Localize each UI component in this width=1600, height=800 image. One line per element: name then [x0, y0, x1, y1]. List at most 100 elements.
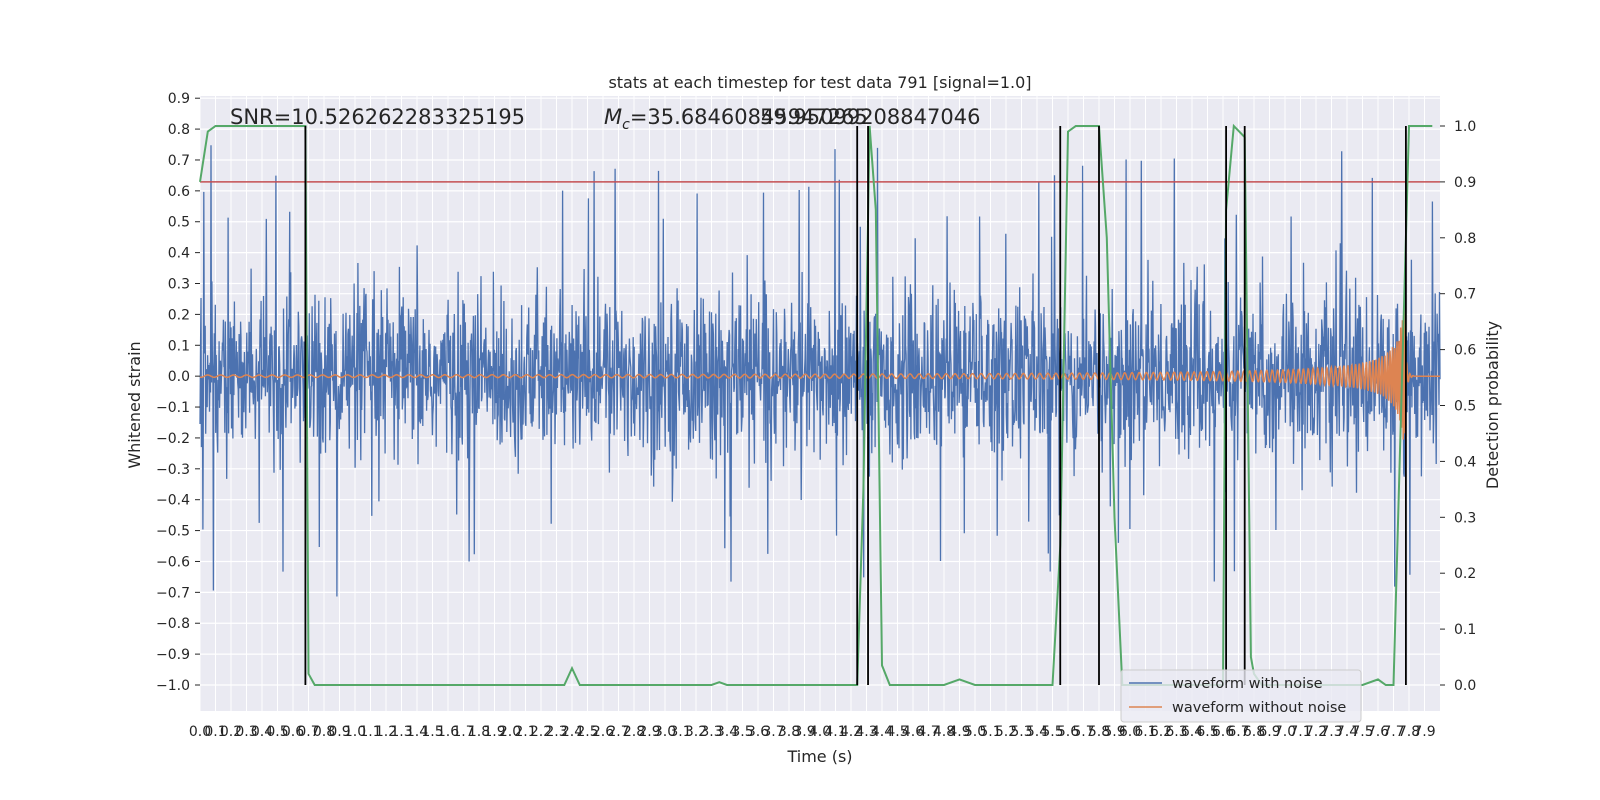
x-tick-label: 5.6: [1057, 724, 1079, 740]
x-tick-label: 5.4: [1026, 724, 1048, 740]
x-tick-label: 3.0: [654, 724, 676, 740]
x-tick-label: 1.8: [468, 724, 490, 740]
x-tick-label: 0.9: [328, 724, 350, 740]
x-tick-label: 3.4: [716, 724, 738, 740]
x-tick-label: 3.6: [747, 724, 769, 740]
right-y-tick-label: 0.1: [1454, 622, 1476, 638]
right-y-axis-ticks: 1.0 0.9 0.8 0.7 0.6 0.5 0.4 0.3 0.2 0.1 0.0: [1440, 119, 1476, 694]
x-tick-label: 5.2: [995, 724, 1017, 740]
x-tick-label: 6.0: [1119, 724, 1141, 740]
x-tick-label: 0.3: [235, 724, 257, 740]
x-tick-label: 2.2: [530, 724, 552, 740]
right-y-tick-label: 0.7: [1454, 287, 1476, 303]
y-tick-label: 0.1: [168, 338, 190, 354]
y-tick-label: 0.7: [168, 153, 190, 169]
x-tick-label: 0.6: [282, 724, 304, 740]
legend: waveform with noise waveform without noi…: [1120, 669, 1362, 723]
x-tick-label: 2.9: [638, 724, 660, 740]
x-tick-label: 7.2: [1305, 724, 1327, 740]
x-tick-label: 5.8: [1088, 724, 1110, 740]
x-tick-label: 5.0: [964, 724, 986, 740]
x-tick-label: 4.6: [902, 724, 924, 740]
y-tick-label: 0.8: [168, 122, 190, 138]
x-tick-label: 2.4: [561, 724, 583, 740]
x-axis-label: Time (s): [786, 747, 852, 766]
x-tick-label: 3.3: [700, 724, 722, 740]
chart-title: stats at each timestep for test data 791…: [608, 73, 1031, 92]
x-tick-label: 3.5: [731, 724, 753, 740]
right-y-tick-label: 0.6: [1454, 343, 1476, 359]
x-tick-label: 4.8: [933, 724, 955, 740]
y-tick-label: −0.9: [156, 647, 190, 663]
x-tick-label: 3.1: [669, 724, 691, 740]
noise-trace: [199, 145, 1441, 597]
y-axis-label: Whitened strain: [125, 341, 144, 468]
x-tick-label: 5.5: [1041, 724, 1063, 740]
x-tick-label: 4.4: [871, 724, 893, 740]
x-tick-label: 2.1: [514, 724, 536, 740]
x-tick-label: 7.7: [1382, 724, 1404, 740]
x-tick-label: 6.8: [1243, 724, 1265, 740]
x-tick-label: 6.2: [1150, 724, 1172, 740]
legend-label-noise: waveform with noise: [1172, 676, 1323, 692]
x-tick-label: 1.5: [421, 724, 443, 740]
x-tick-label: 6.6: [1212, 724, 1234, 740]
y-tick-label: 0.0: [168, 369, 190, 385]
y-tick-label: −0.7: [156, 585, 190, 601]
detection-markers: [304, 126, 1407, 685]
x-tick-label: 3.8: [778, 724, 800, 740]
y-tick-label: −1.0: [156, 678, 190, 694]
x-tick-label: 2.8: [623, 724, 645, 740]
y-tick-label: 0.5: [168, 215, 190, 231]
right-y-tick-label: 0.9: [1454, 175, 1476, 191]
x-tick-label: 2.0: [499, 724, 521, 740]
right-y-tick-label: 0.8: [1454, 231, 1476, 247]
x-tick-label: 1.0: [344, 724, 366, 740]
x-tick-label: 4.2: [840, 724, 862, 740]
x-tick-label: 7.6: [1367, 724, 1389, 740]
right-y-axis-label: Detection probability: [1483, 321, 1502, 489]
y-tick-label: 0.2: [168, 307, 190, 323]
chirp-trace: [199, 293, 1440, 440]
x-tick-label: 1.9: [483, 724, 505, 740]
x-tick-label: 1.7: [452, 724, 474, 740]
x-tick-label: 7.3: [1320, 724, 1342, 740]
x-tick-label: 2.3: [545, 724, 567, 740]
x-tick-label: 5.7: [1072, 724, 1094, 740]
x-tick-label: 1.6: [437, 724, 459, 740]
y-tick-label: −0.1: [156, 400, 190, 416]
x-tick-label: 6.9: [1258, 724, 1280, 740]
x-tick-label: 7.4: [1336, 724, 1358, 740]
x-tick-label: 0.1: [204, 724, 226, 740]
y-axis-ticks: 0.9 0.8 0.7 0.6 0.5 0.4 0.3 0.2 0.1 0.0 −0.1 −0.2 −0…: [156, 91, 200, 694]
x-tick-label: 6.5: [1196, 724, 1218, 740]
x-tick-label: 4.9: [948, 724, 970, 740]
snr-annotation: SNR=10.526262283325195: [230, 105, 525, 129]
x-tick-label: 4.7: [917, 724, 939, 740]
legend-box: [1120, 669, 1362, 723]
y-tick-label: −0.4: [156, 493, 190, 509]
x-tick-label: 2.7: [607, 724, 629, 740]
x-tick-label: 3.2: [685, 724, 707, 740]
x-tick-label: 0.5: [266, 724, 288, 740]
x-tick-label: 6.7: [1227, 724, 1249, 740]
x-tick-label: 3.9: [793, 724, 815, 740]
x-tick-label: 7.0: [1274, 724, 1296, 740]
x-tick-label: 1.1: [359, 724, 381, 740]
x-tick-label: 0.0: [189, 724, 211, 740]
x-tick-label: 0.4: [251, 724, 273, 740]
x-tick-label: 6.3: [1165, 724, 1187, 740]
x-tick-label: 6.1: [1134, 724, 1156, 740]
x-tick-label: 4.3: [855, 724, 877, 740]
right-y-tick-label: 0.5: [1454, 399, 1476, 415]
y-tick-label: 0.6: [168, 184, 190, 200]
y-tick-label: −0.5: [156, 524, 190, 540]
right-y-tick-label: 0.4: [1454, 454, 1476, 470]
chirp-mass-annotation: Mc=35.68460845947265: [604, 105, 868, 133]
x-axis-ticks: 0.00.10.20.30.40.50.60.70.80.91.01.11.21…: [189, 724, 1436, 740]
series-waveform-without-noise: [199, 293, 1440, 440]
x-tick-label: 2.6: [592, 724, 614, 740]
x-tick-label: 3.7: [762, 724, 784, 740]
legend-label-clean: waveform without noise: [1172, 700, 1346, 716]
